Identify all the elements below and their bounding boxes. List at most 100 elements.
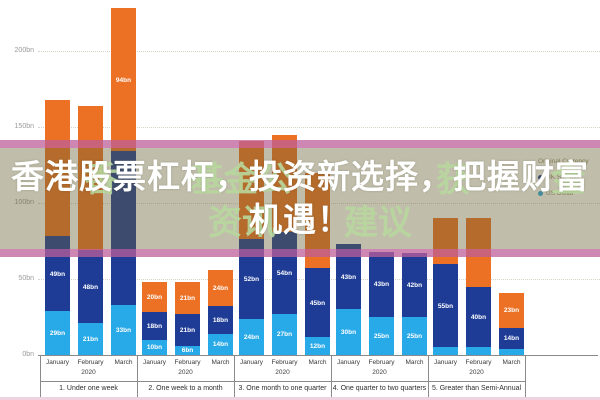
bar-1-march: 33bn 94bn xyxy=(111,8,136,355)
bar-1-february: 21bn 48bn xyxy=(78,105,103,355)
x-axis-month-label: January xyxy=(336,359,361,366)
x-axis-month-label: March xyxy=(114,359,133,366)
bar-segment-value: 20bn xyxy=(146,294,163,302)
group-divider xyxy=(525,355,526,397)
bar-segment-light_blue xyxy=(336,309,361,355)
bar-segment-orange xyxy=(175,282,200,314)
bar-segment-light_blue xyxy=(175,345,200,355)
banner-headline-line1: 香港股票杠杆，投资新选择，把握财富 xyxy=(11,158,589,195)
group-divider xyxy=(331,355,332,397)
bar-segment-value: 43bn xyxy=(340,273,357,281)
bar-segment-light_blue xyxy=(402,316,427,355)
bar-segment-value: 24bn xyxy=(212,285,229,293)
bar-4-february: 25bn 43bn xyxy=(369,251,394,355)
banner-top-stripe xyxy=(0,140,600,148)
bar-2-february: 6bn 21bn 21bn xyxy=(175,282,200,355)
bar-segment-light_blue xyxy=(466,347,491,355)
bar-segment-dark_blue xyxy=(142,312,167,340)
bar-segment-value: 18bn xyxy=(212,317,229,325)
bar-segment-value: 23bn xyxy=(503,307,520,315)
bar-segment-value: 33bn xyxy=(115,326,132,334)
bar-segment-value: 54bn xyxy=(276,269,293,277)
bar-segment-value: 49bn xyxy=(49,270,66,278)
bar-segment-light_blue xyxy=(78,323,103,355)
bar-segment-light_blue xyxy=(208,333,233,355)
bar-segment-orange xyxy=(78,105,103,251)
bar-segment-value: 40bn xyxy=(470,313,487,321)
group-divider xyxy=(234,355,235,397)
bar-1-january: 29bn 49bn xyxy=(45,99,70,355)
x-axis-category-label: 2. One week to a month xyxy=(148,385,223,392)
bar-segment-value: 25bn xyxy=(406,332,423,340)
bar-4-january: 30bn 43bn xyxy=(336,244,361,355)
bar-4-march: 25bn 42bn xyxy=(402,253,427,355)
bar-segment-light_blue xyxy=(369,316,394,355)
x-axis-month-label: February xyxy=(77,359,104,366)
bar-segment-value: 43bn xyxy=(373,281,390,289)
legend-item-label: US Dollar xyxy=(546,190,574,197)
y-axis-tick-label: 50bn xyxy=(18,275,34,282)
bar-segment-value: 12bn xyxy=(309,342,326,350)
x-axis-month-label: February xyxy=(174,359,201,366)
bar-segment-value: 14bn xyxy=(503,335,520,343)
bar-3-february: 27bn 54bn xyxy=(272,134,297,355)
gridline xyxy=(38,51,600,52)
x-axis-year-label: 2020 xyxy=(178,369,193,376)
bar-segment-light_blue xyxy=(111,304,136,355)
bar-segment-orange xyxy=(208,269,233,307)
x-axis-category-label: 4. One quarter to two quarters xyxy=(332,385,427,392)
bar-segment-dark_blue xyxy=(402,253,427,317)
bar-5-february: 40bn xyxy=(466,218,491,355)
x-axis-month-label: March xyxy=(405,359,424,366)
bar-segment-value: 21bn xyxy=(82,336,99,344)
bar-segment-orange xyxy=(499,292,524,328)
bar-segment-dark_blue xyxy=(78,250,103,324)
group-divider xyxy=(40,355,41,397)
bar-segment-value: 48bn xyxy=(82,283,99,291)
gridline xyxy=(38,127,600,128)
x-axis-category-label: 5. Greater than Semi-Annual xyxy=(431,385,522,392)
banner-watermark-text: 基金公 xyxy=(190,161,292,199)
bar-segment-dark_blue xyxy=(433,263,458,348)
x-axis-category-label: 3. One month to one quarter xyxy=(238,385,327,392)
bar-segment-value: 45bn xyxy=(309,299,326,307)
bar-segment-orange xyxy=(111,8,136,152)
bar-segment-value: 29bn xyxy=(49,329,66,337)
bar-segment-dark_blue xyxy=(45,236,70,311)
x-axis-month-label: March xyxy=(308,359,327,366)
bar-segment-dark_blue xyxy=(369,251,394,317)
banner-bottom-stripe xyxy=(0,249,600,257)
x-axis-month-label: February xyxy=(368,359,395,366)
x-axis-month-label: January xyxy=(433,359,458,366)
bar-segment-value: 6bn xyxy=(181,347,194,355)
y-axis-tick-label: 0bn xyxy=(22,351,34,358)
legend-item: US Dollar xyxy=(538,190,589,197)
bar-segment-orange xyxy=(45,99,70,237)
x-axis-month-label: January xyxy=(142,359,167,366)
banner-band xyxy=(0,148,600,249)
banner-watermark-text: 香 xyxy=(84,161,118,199)
x-axis-year-label: 2020 xyxy=(81,369,96,376)
bottom-pink-strip xyxy=(0,397,600,400)
bar-2-january: 10bn 18bn 20bn xyxy=(142,282,167,355)
x-axis-month-label: February xyxy=(465,359,492,366)
bar-segment-dark_blue xyxy=(175,313,200,346)
y-axis-tick-label: 100bn xyxy=(14,199,34,206)
bar-segment-orange xyxy=(142,282,167,313)
bar-segment-dark_blue xyxy=(111,151,136,305)
bar-segment-value: 52bn xyxy=(243,275,260,283)
banner-watermark-text: 资讯 xyxy=(208,204,276,242)
x-axis-year-label: 2020 xyxy=(372,369,387,376)
legend-dot-icon xyxy=(538,174,543,180)
bar-segment-dark_blue xyxy=(305,268,330,337)
bar-segment-orange xyxy=(239,140,264,240)
y-axis-tick-label: 200bn xyxy=(14,47,34,54)
x-axis-month-label: January xyxy=(45,359,70,366)
legend-item: UK Sterling xyxy=(538,174,589,181)
banner-watermark-text: 建议 xyxy=(344,204,412,242)
bar-segment-value: 55bn xyxy=(437,302,454,310)
group-divider xyxy=(137,355,138,397)
bar-segment-light_blue xyxy=(305,336,330,355)
bar-segment-light_blue xyxy=(272,313,297,355)
